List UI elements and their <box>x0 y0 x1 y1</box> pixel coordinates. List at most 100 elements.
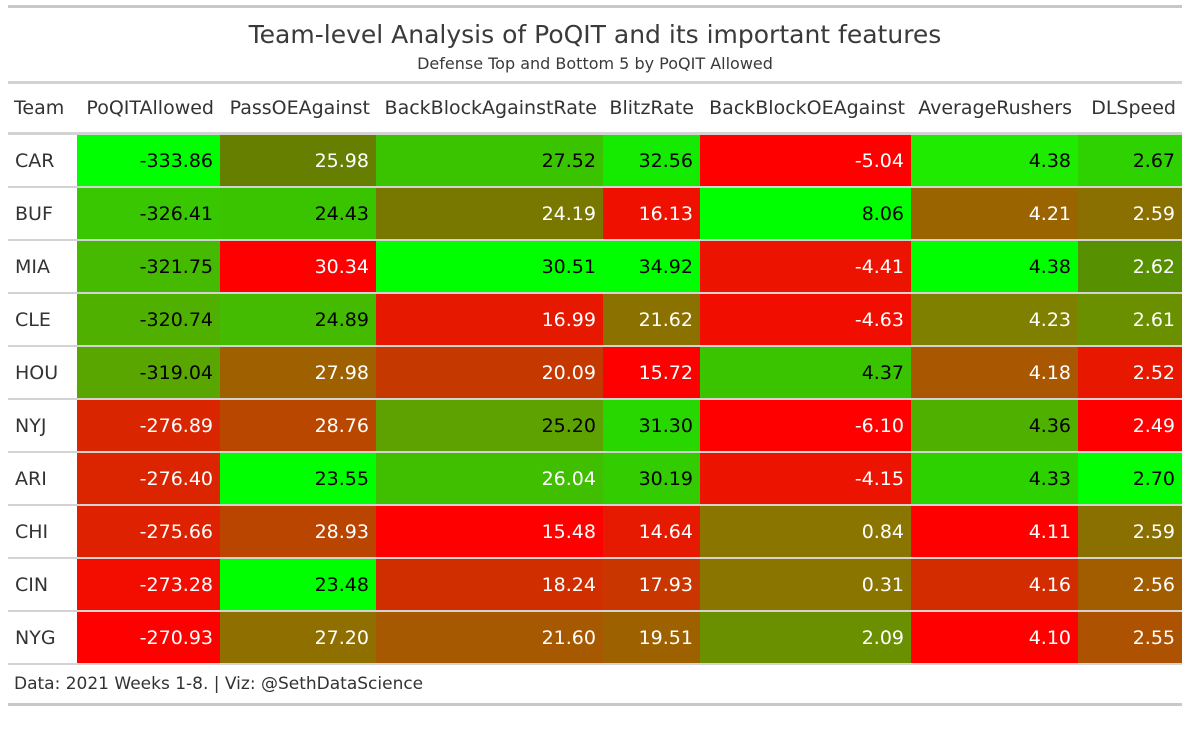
top-rule <box>8 5 1182 8</box>
value-cell: 16.13 <box>603 186 700 240</box>
value-cell: 24.89 <box>220 292 376 346</box>
value-cell: 0.84 <box>700 504 911 558</box>
value-cell: 23.48 <box>220 557 376 611</box>
value-cell: 2.49 <box>1078 398 1182 452</box>
value-cell: 0.31 <box>700 557 911 611</box>
chart-title: Team-level Analysis of PoQIT and its imp… <box>248 20 942 49</box>
value-cell: -333.86 <box>77 133 220 187</box>
chart-frame: Team-level Analysis of PoQIT and its imp… <box>8 5 1182 706</box>
team-cell: CAR <box>8 133 77 187</box>
table-row: CIN -273.28 23.48 18.24 17.93 0.31 4.16 2.56 <box>8 557 1182 611</box>
column-header: PassOEAgainst <box>220 84 376 135</box>
team-cell: HOU <box>8 345 77 399</box>
bottom-rule <box>8 703 1182 706</box>
value-cell: 27.52 <box>376 133 603 187</box>
team-cell: ARI <box>8 451 77 505</box>
value-cell: 4.21 <box>911 186 1078 240</box>
column-header: AverageRushers <box>911 84 1078 135</box>
value-cell: 30.51 <box>376 239 603 293</box>
value-cell: 32.56 <box>603 133 700 187</box>
column-header: Team <box>8 84 77 135</box>
column-header: PoQITAllowed <box>77 84 220 135</box>
table-row: CLE -320.74 24.89 16.99 21.62 -4.63 4.23 2.61 <box>8 292 1182 346</box>
value-cell: -319.04 <box>77 345 220 399</box>
value-cell: 2.55 <box>1078 610 1182 663</box>
table-row: HOU -319.04 27.98 20.09 15.72 4.37 4.18 2.52 <box>8 345 1182 399</box>
value-cell: 34.92 <box>603 239 700 293</box>
value-cell: -276.89 <box>77 398 220 452</box>
value-cell: 26.04 <box>376 451 603 505</box>
value-cell: 2.61 <box>1078 292 1182 346</box>
value-cell: 4.16 <box>911 557 1078 611</box>
column-header: BlitzRate <box>603 84 700 135</box>
table-wrap: Team PoQITAllowed PassOEAgainst BackBloc… <box>8 81 1182 663</box>
value-cell: 24.19 <box>376 186 603 240</box>
value-cell: 27.98 <box>220 345 376 399</box>
value-cell: 2.09 <box>700 610 911 663</box>
value-cell: 8.06 <box>700 186 911 240</box>
value-cell: -4.63 <box>700 292 911 346</box>
value-cell: 30.19 <box>603 451 700 505</box>
value-cell: 27.20 <box>220 610 376 663</box>
value-cell: -326.41 <box>77 186 220 240</box>
table-row: CHI -275.66 28.93 15.48 14.64 0.84 4.11 2.59 <box>8 504 1182 558</box>
team-cell: CIN <box>8 557 77 611</box>
value-cell: -270.93 <box>77 610 220 663</box>
table-row: ARI -276.40 23.55 26.04 30.19 -4.15 4.33 2.70 <box>8 451 1182 505</box>
value-cell: -4.15 <box>700 451 911 505</box>
team-cell: MIA <box>8 239 77 293</box>
value-cell: 15.48 <box>376 504 603 558</box>
value-cell: 28.76 <box>220 398 376 452</box>
value-cell: 2.56 <box>1078 557 1182 611</box>
value-cell: 2.67 <box>1078 133 1182 187</box>
table-row: CAR -333.86 25.98 27.52 32.56 -5.04 4.38 2.67 <box>8 133 1182 187</box>
value-cell: 4.23 <box>911 292 1078 346</box>
chart-subtitle: Defense Top and Bottom 5 by PoQIT Allowe… <box>417 54 773 73</box>
team-cell: CLE <box>8 292 77 346</box>
value-cell: 20.09 <box>376 345 603 399</box>
value-cell: 25.20 <box>376 398 603 452</box>
value-cell: -273.28 <box>77 557 220 611</box>
value-cell: -275.66 <box>77 504 220 558</box>
value-cell: 2.59 <box>1078 186 1182 240</box>
source-note: Data: 2021 Weeks 1-8. | Viz: @SethDataSc… <box>14 674 424 694</box>
value-cell: 17.93 <box>603 557 700 611</box>
value-cell: 4.37 <box>700 345 911 399</box>
value-cell: -320.74 <box>77 292 220 346</box>
value-cell: 14.64 <box>603 504 700 558</box>
table-row: NYG -270.93 27.20 21.60 19.51 2.09 4.10 2.55 <box>8 610 1182 663</box>
value-cell: 16.99 <box>376 292 603 346</box>
value-cell: 30.34 <box>220 239 376 293</box>
value-cell: 4.33 <box>911 451 1078 505</box>
header-row: Team PoQITAllowed PassOEAgainst BackBloc… <box>8 84 1182 135</box>
value-cell: 18.24 <box>376 557 603 611</box>
table-row: MIA -321.75 30.34 30.51 34.92 -4.41 4.38 2.62 <box>8 239 1182 293</box>
data-table: Team PoQITAllowed PassOEAgainst BackBloc… <box>8 84 1182 663</box>
value-cell: 21.60 <box>376 610 603 663</box>
value-cell: 4.38 <box>911 239 1078 293</box>
value-cell: 15.72 <box>603 345 700 399</box>
column-header: DLSpeed <box>1078 84 1182 135</box>
value-cell: -4.41 <box>700 239 911 293</box>
value-cell: 4.18 <box>911 345 1078 399</box>
team-cell: CHI <box>8 504 77 558</box>
value-cell: 2.59 <box>1078 504 1182 558</box>
column-header: BackBlockAgainstRate <box>376 84 603 135</box>
value-cell: -5.04 <box>700 133 911 187</box>
value-cell: 2.52 <box>1078 345 1182 399</box>
value-cell: 25.98 <box>220 133 376 187</box>
column-header: BackBlockOEAgainst <box>700 84 911 135</box>
value-cell: 31.30 <box>603 398 700 452</box>
value-cell: 4.11 <box>911 504 1078 558</box>
team-cell: NYJ <box>8 398 77 452</box>
team-cell: BUF <box>8 186 77 240</box>
value-cell: -6.10 <box>700 398 911 452</box>
value-cell: 24.43 <box>220 186 376 240</box>
value-cell: 4.10 <box>911 610 1078 663</box>
value-cell: -276.40 <box>77 451 220 505</box>
table-bottom-line <box>8 663 1182 665</box>
value-cell: 2.62 <box>1078 239 1182 293</box>
value-cell: 21.62 <box>603 292 700 346</box>
value-cell: 4.38 <box>911 133 1078 187</box>
value-cell: 19.51 <box>603 610 700 663</box>
